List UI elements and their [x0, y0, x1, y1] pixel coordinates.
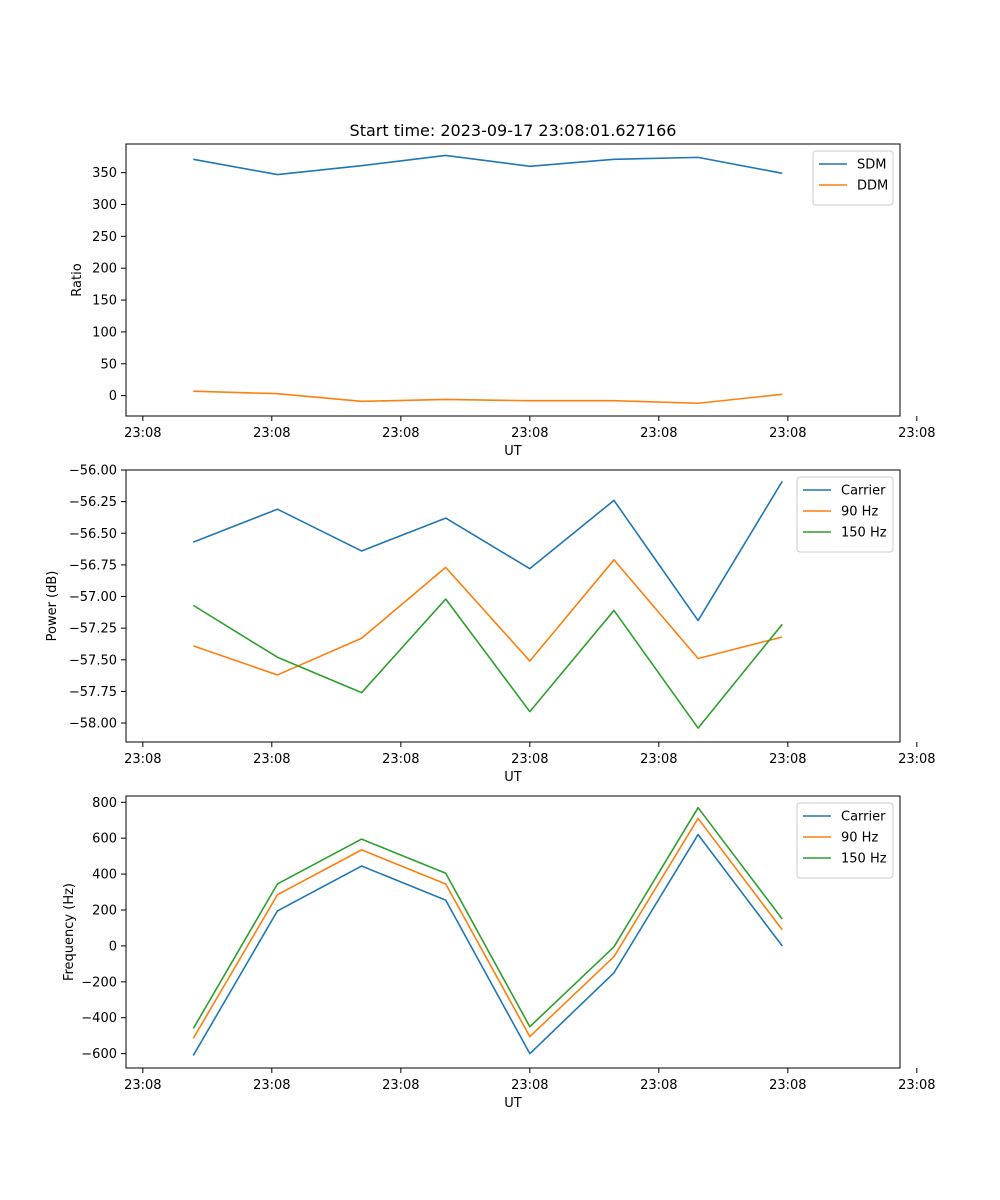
legend-entry: SDM — [857, 158, 886, 173]
y-axis-label: Ratio — [70, 263, 85, 296]
x-tick-label: 23:08 — [253, 426, 290, 441]
y-tick-label: −200 — [81, 975, 117, 990]
legend-entry: 150 Hz — [841, 526, 887, 541]
series-line-150-hz — [192, 806, 783, 1029]
x-axis-label: UT — [504, 444, 522, 459]
x-tick-label: 23:08 — [898, 426, 935, 441]
legend-entry: 90 Hz — [841, 831, 878, 846]
y-tick-label: 0 — [109, 939, 117, 954]
y-tick-label: −56.00 — [69, 464, 117, 479]
y-tick-label: −58.00 — [69, 717, 117, 732]
series-line-150-hz — [192, 598, 783, 729]
series-line-90-hz — [192, 817, 783, 1039]
legend-box — [796, 476, 894, 553]
x-axis-label: UT — [504, 1096, 522, 1111]
axes-frame — [125, 469, 901, 743]
y-tick-label: 600 — [92, 832, 117, 847]
x-tick-label: 23:08 — [769, 426, 806, 441]
x-tick-label: 23:08 — [382, 426, 419, 441]
x-tick-label: 23:08 — [253, 752, 290, 767]
y-tick-label: 200 — [92, 262, 117, 277]
y-tick-label: 250 — [92, 230, 117, 245]
subplot-1: Start time: 2023-09-17 23:08:01.627166 23… — [70, 121, 935, 459]
legend-entry: DDM — [857, 179, 888, 194]
x-axis-label: UT — [504, 770, 522, 785]
series-line-carrier — [192, 833, 783, 1056]
axes-frame — [125, 795, 901, 1069]
x-tick-label: 23:08 — [640, 426, 677, 441]
y-tick-label: 50 — [100, 357, 117, 372]
y-tick-label: 800 — [92, 796, 117, 811]
legend-entry: 150 Hz — [841, 852, 887, 867]
x-tick-label: 23:08 — [769, 1078, 806, 1093]
chart-title: Start time: 2023-09-17 23:08:01.627166 — [350, 121, 677, 140]
x-tick-label: 23:08 — [640, 1078, 677, 1093]
y-tick-label: −56.25 — [69, 495, 117, 510]
y-tick-label: 0 — [109, 389, 117, 404]
x-tick-label: 23:08 — [640, 752, 677, 767]
x-tick-label: 23:08 — [511, 1078, 548, 1093]
legend: SDM DDM — [812, 150, 894, 206]
y-tick-label: 350 — [92, 166, 117, 181]
series-line-90-hz — [193, 559, 783, 676]
x-tick-label: 23:08 — [253, 1078, 290, 1093]
y-tick-label: 150 — [92, 294, 117, 309]
y-tick-label: −57.00 — [69, 590, 117, 605]
x-tick-label: 23:08 — [898, 752, 935, 767]
x-tick-label: 23:08 — [511, 426, 548, 441]
y-tick-label: 400 — [92, 868, 117, 883]
y-tick-label: −600 — [81, 1047, 117, 1062]
legend-box — [796, 802, 894, 879]
x-tick-label: 23:08 — [124, 426, 161, 441]
series-line-sdm — [193, 154, 783, 176]
y-tick-label: −56.50 — [69, 527, 117, 542]
y-axis-label: Power (dB) — [45, 571, 60, 642]
series-line-carrier — [193, 480, 783, 622]
subplot-2: 23:08 23:08 23:08 23:08 23:08 23:08 23:08 −58.0… — [45, 464, 935, 786]
y-tick-label: −400 — [81, 1011, 117, 1026]
x-tick-label: 23:08 — [382, 752, 419, 767]
y-tick-label: 100 — [92, 325, 117, 340]
subplots: Start time: 2023-09-17 23:08:01.627166 23… — [45, 121, 935, 1111]
x-tick-label: 23:08 — [511, 752, 548, 767]
series-line-ddm — [193, 390, 783, 405]
legend-entry: Carrier — [841, 810, 886, 825]
legend: Carrier 90 Hz 150 Hz — [796, 802, 894, 879]
x-tick-label: 23:08 — [382, 1078, 419, 1093]
legend-entry: Carrier — [841, 484, 886, 499]
y-axis-label: Frequency (Hz) — [62, 883, 77, 981]
legend: Carrier 90 Hz 150 Hz — [796, 476, 894, 553]
y-tick-label: −56.75 — [69, 558, 117, 573]
subplot-3: 23:08 23:08 23:08 23:08 23:08 23:08 23:08 −600 −… — [62, 795, 936, 1111]
legend-entry: 90 Hz — [841, 505, 878, 520]
y-tick-label: 300 — [92, 198, 117, 213]
y-tick-label: −57.75 — [69, 685, 117, 700]
y-tick-label: −57.25 — [69, 622, 117, 637]
y-tick-label: 200 — [92, 904, 117, 919]
x-tick-label: 23:08 — [124, 752, 161, 767]
x-tick-label: 23:08 — [769, 752, 806, 767]
y-tick-label: −57.50 — [69, 653, 117, 668]
x-tick-label: 23:08 — [124, 1078, 161, 1093]
x-tick-label: 23:08 — [898, 1078, 935, 1093]
axes-frame — [125, 143, 901, 417]
